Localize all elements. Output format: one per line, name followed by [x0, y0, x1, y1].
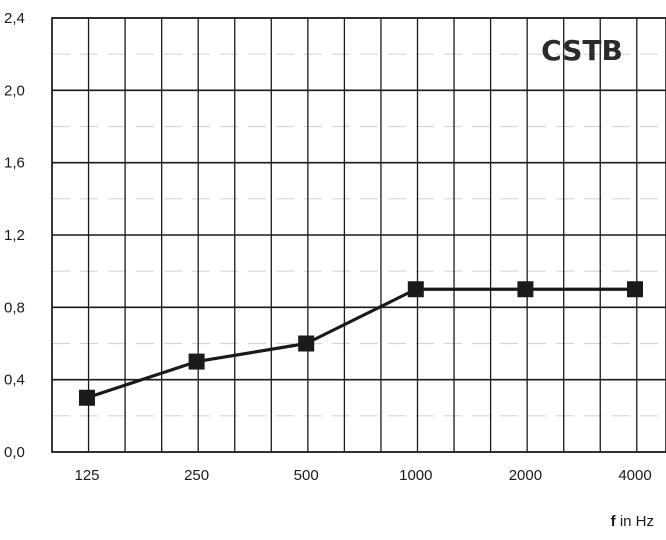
data-point-marker: [188, 353, 205, 370]
data-point-marker: [298, 335, 315, 352]
y-tick-label: 2,4: [4, 10, 25, 27]
y-tick-label: 0,4: [4, 372, 25, 389]
y-tick-label: 2,0: [4, 82, 25, 99]
data-point-marker: [627, 281, 643, 298]
y-tick-label: 0,0: [4, 444, 25, 461]
y-tick-label: 0,8: [4, 299, 25, 316]
data-point-marker: [79, 389, 95, 406]
x-tick-label: 2000: [509, 467, 542, 484]
data-point-marker: [517, 281, 534, 298]
series-group: [79, 281, 643, 406]
grid: [51, 17, 666, 453]
x-tick-label: 250: [184, 467, 209, 484]
plot-border: [51, 17, 666, 453]
cstb-logo: CSTB: [541, 34, 623, 67]
y-axis-ticks: 0,0 0,4 0,8 1,2 1,6 2,0 2,4: [4, 10, 25, 461]
data-point-marker: [407, 281, 424, 298]
x-axis-variable: f: [610, 513, 616, 530]
y-tick-label: 1,6: [4, 155, 25, 172]
x-tick-label: 500: [294, 467, 319, 484]
x-tick-label: 1000: [399, 467, 432, 484]
x-axis-ticks: 125 250 500 1000 2000 4000: [74, 467, 651, 484]
series-line: [86, 287, 635, 400]
x-tick-label: 125: [74, 467, 99, 484]
x-axis-unit: in Hz: [619, 513, 654, 530]
y-tick-label: 1,2: [4, 227, 25, 244]
x-tick-label: 4000: [618, 467, 651, 484]
x-axis-label: f in Hz: [611, 513, 654, 530]
